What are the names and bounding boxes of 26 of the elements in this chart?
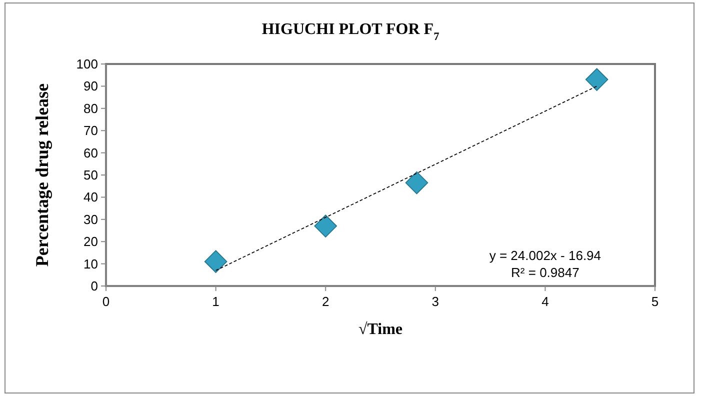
chart-title: HIGUCHI PLOT FOR F$_{7}$	[262, 21, 440, 43]
x-axis-title: √Time	[358, 321, 403, 338]
y-tick-label: 10	[84, 256, 98, 272]
x-tick-label: 4	[542, 294, 549, 309]
point	[204, 250, 228, 273]
x-tick-label: 5	[651, 294, 659, 309]
annotation: y = 24.002x - 16.94	[489, 248, 602, 263]
y-tick-label: 100	[76, 56, 98, 72]
y-tick-label: 90	[84, 78, 98, 94]
y-tick-label: 30	[84, 212, 98, 227]
y-tick-label: 70	[84, 123, 98, 138]
y-tick-label: 50	[84, 168, 98, 182]
y-tick-label: 60	[84, 145, 98, 160]
point	[314, 214, 337, 238]
x-tick-label: 1	[212, 294, 220, 309]
point	[585, 68, 608, 91]
point	[405, 171, 428, 194]
y-axis-title: Percentage drug release	[32, 83, 52, 267]
y-tick-label: 0	[90, 278, 98, 294]
x-tick-label: 0	[102, 294, 110, 309]
y-tick-label: 40	[84, 190, 98, 205]
y-tick-label: 80	[84, 100, 98, 116]
x-tick-label: 3	[432, 294, 440, 309]
y-tick-label: 20	[84, 234, 98, 250]
annotation: R² = 0.9847	[511, 265, 580, 280]
x-tick-label: 2	[322, 294, 330, 309]
